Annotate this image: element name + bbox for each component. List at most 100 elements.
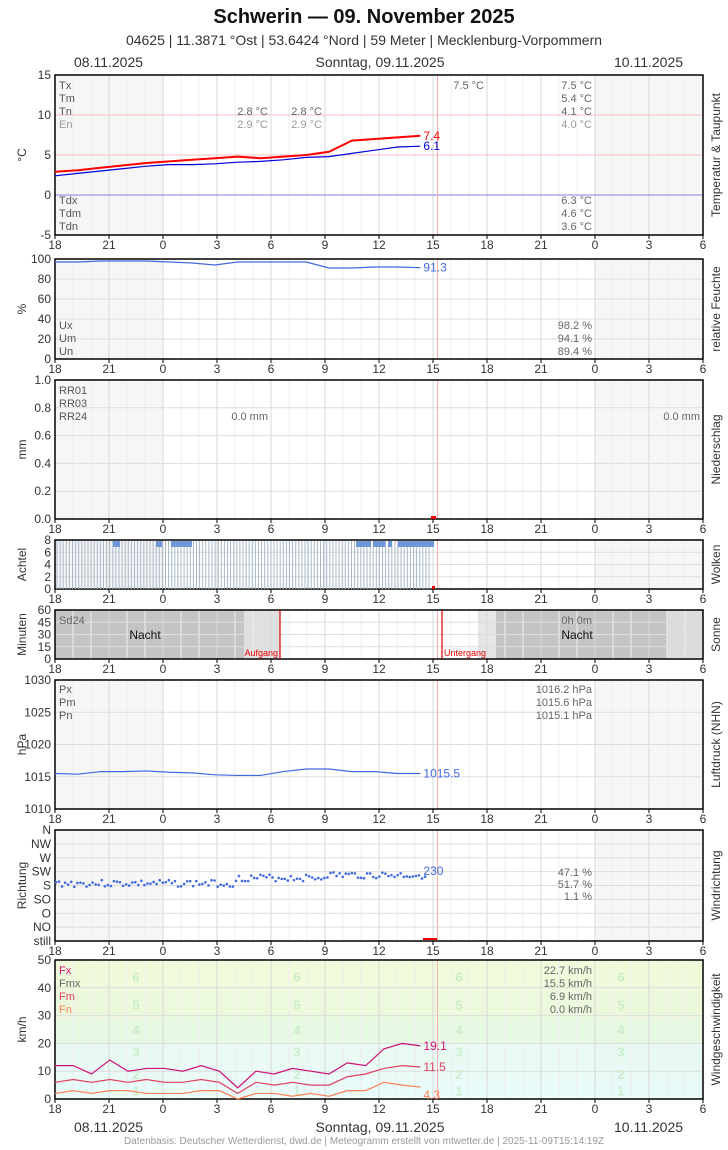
x-tick-label: 15 xyxy=(426,944,440,958)
station-info: 04625 | 11.3871 °Ost | 53.6424 °Nord | 5… xyxy=(125,32,603,48)
y-tick-label: -5 xyxy=(40,228,51,242)
y-tick-label: 60 xyxy=(38,292,52,306)
svg-text:3.6 °C: 3.6 °C xyxy=(561,221,592,233)
y-tick-label: 1025 xyxy=(24,705,51,719)
x-tick-label: 6 xyxy=(268,662,275,676)
svg-text:Fmx: Fmx xyxy=(59,978,81,990)
x-tick-label: 18 xyxy=(48,362,62,376)
y-tick-label: 8 xyxy=(44,533,51,547)
svg-text:7.5 °C: 7.5 °C xyxy=(561,80,592,92)
svg-text:230: 230 xyxy=(423,864,443,878)
x-tick-label: 3 xyxy=(646,944,653,958)
y-tick-label: 15 xyxy=(38,640,52,654)
x-tick-label: 12 xyxy=(372,362,386,376)
svg-text:2: 2 xyxy=(617,1067,624,1082)
x-tick-label: 18 xyxy=(480,238,494,252)
x-tick-label: 21 xyxy=(534,522,548,536)
x-tick-label: 18 xyxy=(48,1102,62,1116)
svg-text:5: 5 xyxy=(293,997,300,1012)
panel-title: Windrichtung xyxy=(709,850,723,920)
svg-text:RR24: RR24 xyxy=(59,411,87,423)
svg-text:4.6 °C: 4.6 °C xyxy=(561,208,592,220)
svg-text:1015.1 hPa: 1015.1 hPa xyxy=(536,710,593,722)
svg-text:0h 0m: 0h 0m xyxy=(561,615,592,627)
x-tick-label: 6 xyxy=(700,1102,707,1116)
x-tick-label: 0 xyxy=(592,522,599,536)
svg-text:1: 1 xyxy=(455,1084,462,1099)
x-tick-label: 18 xyxy=(48,592,62,606)
svg-text:Fn: Fn xyxy=(59,1004,72,1016)
x-tick-label: 21 xyxy=(102,522,116,536)
y-tick-label: S xyxy=(43,879,51,893)
svg-text:2.8 °C: 2.8 °C xyxy=(237,106,268,118)
y-tick-label: 0.0 xyxy=(34,512,51,526)
y-tick-label: 100 xyxy=(31,252,51,266)
svg-text:6: 6 xyxy=(132,970,139,985)
x-tick-label: 0 xyxy=(592,812,599,826)
svg-text:0.0 mm: 0.0 mm xyxy=(663,411,700,423)
x-tick-label: 15 xyxy=(426,662,440,676)
svg-text:Tdn: Tdn xyxy=(59,221,78,233)
x-tick-label: 15 xyxy=(426,1102,440,1116)
x-tick-label: 12 xyxy=(372,812,386,826)
svg-text:6: 6 xyxy=(293,970,300,985)
last-value-label: 91.3 xyxy=(423,261,447,275)
y-tick-label: 0 xyxy=(44,188,51,202)
svg-text:4.0 °C: 4.0 °C xyxy=(561,119,592,131)
x-tick-label: 3 xyxy=(214,362,221,376)
y-tick-label: 1015 xyxy=(24,770,51,784)
svg-text:6.3 °C: 6.3 °C xyxy=(561,195,592,207)
svg-text:3: 3 xyxy=(617,1045,624,1060)
y-tick-label: N xyxy=(42,823,51,837)
x-tick-label: 21 xyxy=(534,662,548,676)
x-tick-label: 12 xyxy=(372,522,386,536)
svg-text:2.8 °C: 2.8 °C xyxy=(291,106,322,118)
y-tick-label: 0 xyxy=(44,652,51,666)
svg-text:4: 4 xyxy=(132,1023,140,1038)
y-axis-label: km/h xyxy=(15,1016,29,1042)
y-axis-label: % xyxy=(15,303,29,314)
x-tick-label: 15 xyxy=(426,592,440,606)
svg-text:Tx: Tx xyxy=(59,80,72,92)
svg-text:19.1: 19.1 xyxy=(423,1039,447,1053)
y-tick-label: 1030 xyxy=(24,673,51,687)
y-axis-label: mm xyxy=(15,440,29,460)
x-tick-label: 18 xyxy=(480,522,494,536)
y-tick-label: still xyxy=(34,934,51,948)
x-tick-label: 18 xyxy=(48,522,62,536)
x-tick-label: 21 xyxy=(102,812,116,826)
x-tick-label: 18 xyxy=(480,812,494,826)
y-tick-label: 10 xyxy=(38,1064,52,1078)
y-tick-label: 5 xyxy=(44,148,51,162)
y-tick-label: SW xyxy=(32,865,52,879)
x-tick-label: 6 xyxy=(700,812,707,826)
x-tick-label: 21 xyxy=(534,238,548,252)
x-tick-label: 3 xyxy=(214,812,221,826)
y-tick-label: SO xyxy=(34,892,51,906)
date-center-bottom: Sonntag, 09.11.2025 xyxy=(315,1119,445,1135)
x-tick-label: 6 xyxy=(268,1102,275,1116)
x-tick-label: 15 xyxy=(426,238,440,252)
x-tick-label: 0 xyxy=(592,662,599,676)
y-axis-label: Richtung xyxy=(15,862,29,909)
x-tick-label: 6 xyxy=(700,592,707,606)
y-tick-label: 0 xyxy=(44,352,51,366)
x-tick-label: 3 xyxy=(214,662,221,676)
x-tick-label: 3 xyxy=(214,1102,221,1116)
x-tick-label: 3 xyxy=(646,662,653,676)
x-tick-label: 18 xyxy=(48,944,62,958)
svg-text:RR01: RR01 xyxy=(59,385,87,397)
x-tick-label: 3 xyxy=(646,362,653,376)
svg-text:2: 2 xyxy=(455,1067,462,1082)
y-tick-label: 2 xyxy=(44,570,51,584)
y-tick-label: 60 xyxy=(38,603,52,617)
x-tick-label: 9 xyxy=(322,592,329,606)
x-tick-label: 21 xyxy=(534,944,548,958)
y-tick-label: 1.0 xyxy=(34,373,51,387)
x-tick-label: 18 xyxy=(480,944,494,958)
x-tick-label: 21 xyxy=(102,1102,116,1116)
y-tick-label: 20 xyxy=(38,1036,52,1050)
x-tick-label: 21 xyxy=(102,944,116,958)
